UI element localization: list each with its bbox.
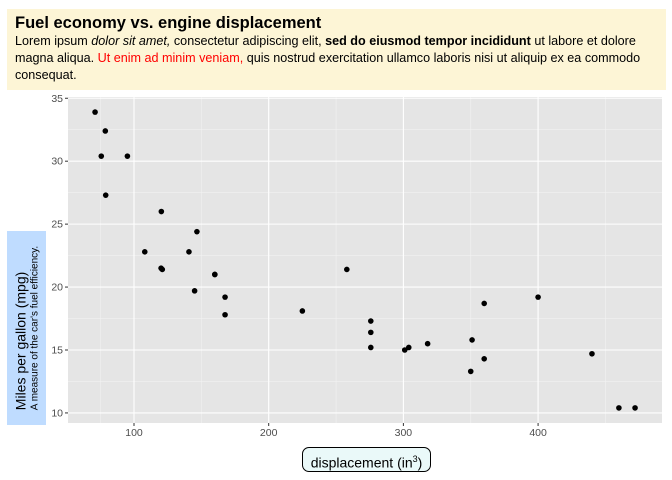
data-point (481, 356, 488, 362)
x-axis-title: displacement (in (310, 454, 413, 471)
y-tick-label: 20 (51, 282, 63, 294)
subtitle-text: consectetur adipiscing elit, (170, 34, 326, 48)
data-point (194, 228, 200, 235)
data-point (102, 128, 109, 134)
chart-subtitle: Lorem ipsum dolor sit amet, consectetur … (15, 33, 658, 84)
data-point (191, 288, 198, 294)
subtitle-text: ut labore et dolore magna aliqua. (15, 34, 636, 65)
data-point (424, 340, 431, 347)
subtitle-italic: dolor sit amet, (91, 34, 171, 48)
y-tick-label: 25 (51, 219, 63, 231)
data-point (469, 337, 475, 343)
x-tick-label: 300 (395, 427, 413, 439)
y-tick-label: 30 (51, 156, 63, 168)
x-tick-label: 400 (529, 427, 547, 439)
subtitle-bold: sed do eiusmod tempor incididunt (325, 34, 531, 48)
subtitle-text: Lorem ipsum (15, 34, 92, 48)
subtitle-red: Ut enim ad minim veniam, (97, 51, 244, 65)
data-point (299, 308, 306, 314)
x-tick-label: 200 (260, 427, 278, 439)
data-point (212, 271, 218, 278)
data-point (405, 344, 412, 351)
chart-title: Fuel economy vs. engine displacement (15, 14, 322, 32)
data-point (124, 153, 131, 159)
data-point (92, 109, 98, 115)
data-point (222, 311, 228, 318)
y-tick-label: 10 (51, 407, 63, 419)
x-axis-label-box: displacement (in3) (302, 447, 431, 472)
x-axis-title-close: ) (417, 454, 423, 471)
data-point (159, 266, 166, 273)
data-point (367, 344, 374, 351)
x-axis-title-superscript: 3 (412, 454, 418, 464)
data-point (589, 350, 595, 357)
data-point (222, 294, 228, 300)
data-point (616, 405, 622, 411)
data-point (367, 329, 374, 336)
data-point (481, 300, 488, 307)
data-point (98, 153, 105, 159)
data-point (158, 208, 165, 215)
data-point (467, 368, 474, 375)
y-tick-label: 15 (51, 344, 63, 356)
title-box: Fuel economy vs. engine displacement Lor… (7, 9, 666, 90)
data-point (535, 294, 541, 300)
y-tick-label: 35 (51, 93, 63, 105)
data-point (186, 249, 192, 255)
data-point (344, 266, 350, 273)
plot-panel (68, 97, 662, 423)
data-point (632, 405, 638, 411)
subtitle-text: quis nostrud exercitation ullamco labori… (15, 51, 641, 82)
y-axis-title: Miles per gallon (mpg) (12, 271, 28, 411)
data-point (401, 347, 408, 353)
y-axis-subtitle: A measure of the car's fuel efficiency. (29, 245, 40, 411)
data-point (367, 318, 374, 324)
data-point (141, 249, 148, 255)
x-tick-label: 100 (125, 427, 143, 439)
data-point (102, 192, 109, 198)
y-axis-label-box: Miles per gallon (mpg) A measure of the … (7, 231, 46, 425)
